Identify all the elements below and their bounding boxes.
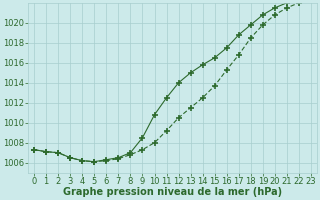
- X-axis label: Graphe pression niveau de la mer (hPa): Graphe pression niveau de la mer (hPa): [63, 187, 282, 197]
